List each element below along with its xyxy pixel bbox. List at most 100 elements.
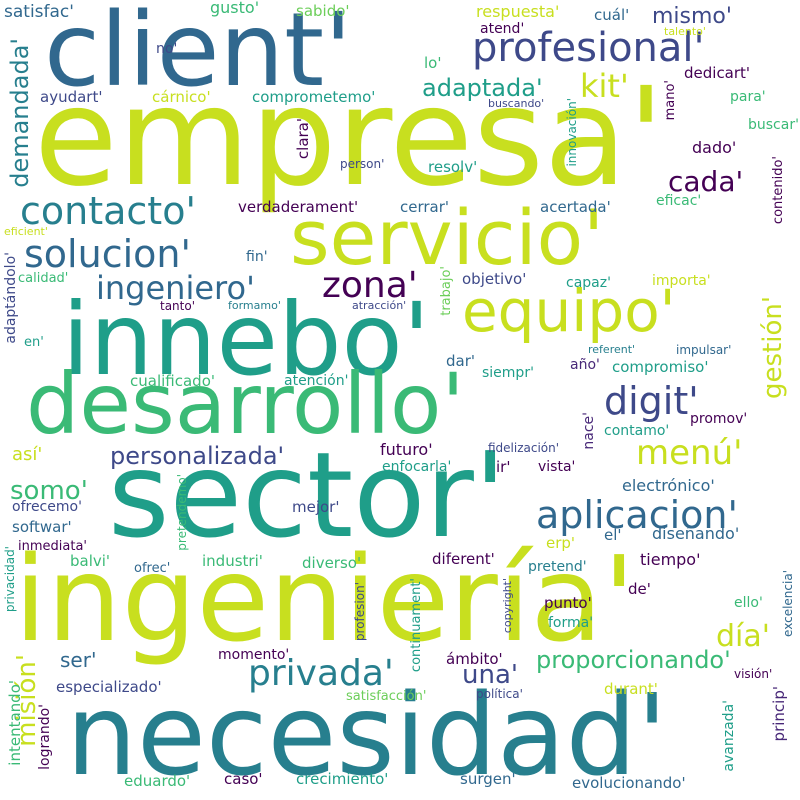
word-tanto: tanto' [160, 299, 196, 313]
word-diferent: diferent' [432, 550, 495, 568]
word-excelencia: excelencia' [781, 570, 795, 637]
word-promov: promov' [690, 411, 748, 427]
word-diverso: diverso' [302, 554, 362, 572]
word-nace: nace' [581, 412, 597, 450]
word-caso: caso' [224, 770, 263, 788]
word-kit: kit' [580, 67, 629, 105]
word-contenido: contenido' [771, 156, 786, 225]
word-client: client' [44, 0, 353, 110]
word-mejor: mejor' [292, 498, 340, 516]
word-desarrollo: desarrollo' [26, 355, 465, 453]
word-personalizada: personalizada' [110, 442, 285, 470]
word-resolv: resolv' [428, 158, 478, 176]
word-importa: importa' [652, 273, 711, 289]
word-person: person' [340, 157, 385, 171]
word-para: para' [730, 89, 766, 105]
word-ser: ser' [60, 648, 97, 672]
word-demandada: demandada' [6, 38, 34, 188]
word-sabido: sabido' [296, 2, 350, 20]
word-mano: mano' [663, 80, 678, 121]
word-especializado: especializado' [56, 678, 162, 696]
word-balvi: balvi' [70, 552, 111, 570]
word-empresa: empresa' [34, 59, 665, 217]
word-gestion: gestión' [758, 296, 788, 399]
word-vista: vista' [538, 459, 576, 475]
word-una: una' [462, 660, 519, 690]
word-crecimiento: crecimiento' [296, 770, 389, 788]
word-calidad: calidad' [18, 271, 69, 286]
word-momento: momento' [218, 647, 290, 663]
word-dar: dar' [446, 352, 476, 370]
word-forma: forma' [548, 615, 594, 631]
word-servicio: servicio' [290, 193, 604, 282]
word-privada: privada' [248, 653, 394, 694]
word-politica: política' [476, 687, 523, 701]
word-comprometemo: comprometemo' [252, 88, 376, 106]
word-objetivo: objetivo' [462, 270, 527, 288]
word-punto: punto' [544, 594, 592, 612]
word-atencion: atención' [284, 373, 349, 389]
word-avanzada: avanzada' [721, 700, 737, 772]
word-eficac: eficac' [656, 193, 702, 209]
word-aplicacion: aplicacion' [536, 493, 738, 537]
word-logrando: logrando' [37, 704, 53, 770]
word-eficient: eficient' [4, 225, 48, 238]
word-referent: referent' [588, 343, 636, 356]
word-contacto: contacto' [20, 189, 196, 233]
word-eduardo: eduardo' [124, 772, 191, 790]
word-disenando: diseñando' [652, 524, 740, 543]
word-ir: ir' [496, 458, 511, 476]
word-cualificado: cualificado' [130, 372, 215, 390]
word-vision: visión' [734, 667, 773, 681]
word-industri: industri' [202, 552, 263, 570]
word-intentando: intentando' [6, 680, 24, 766]
word-zona: zona' [322, 265, 418, 306]
word-solucion: solucion' [24, 232, 191, 276]
word-tiempo: tiempo' [640, 550, 701, 569]
word-surgen: surgen' [460, 770, 516, 788]
word-dado: dado' [692, 138, 737, 157]
word-verdaderament: verdaderament' [238, 198, 359, 216]
word-siempr: siempr' [482, 365, 534, 381]
word-menu: menú' [636, 433, 743, 473]
word-inmediata: inmediata' [18, 539, 87, 554]
word-buscando: buscando' [488, 97, 545, 110]
word-privacidad: privacidad' [3, 546, 17, 613]
word-ambito: ámbito' [446, 650, 503, 668]
word-somo: somo' [10, 476, 88, 506]
word-cada: cada' [668, 165, 744, 198]
word-adaptandolo: adaptándolo' [3, 252, 19, 344]
word-el: el' [604, 526, 622, 544]
word-acertada: acertada' [540, 198, 611, 216]
word-enfocarla: enfocarla' [382, 459, 452, 475]
word-princip: princip' [770, 686, 788, 742]
word-talento: talento' [664, 25, 706, 38]
word-adaptada: adaptada' [422, 74, 543, 102]
word-en: en' [24, 335, 44, 350]
word-fin: fin' [246, 249, 268, 265]
word-softwar: softwar' [12, 518, 72, 536]
word-dia: día' [716, 619, 771, 654]
word-copyright: copyright' [501, 578, 514, 634]
word-ingenieria: ingeniería' [14, 530, 636, 668]
word-de: de' [628, 580, 651, 598]
word-digit: digit' [604, 379, 699, 423]
word-cual: cuál' [594, 6, 630, 24]
word-dedicart: dedicart' [684, 64, 751, 82]
word-carnico: cárnico' [152, 88, 211, 106]
word-innebo: innebo' [62, 281, 431, 398]
word-profesional: profesional' [472, 25, 705, 71]
word-ayudart: ayudart' [40, 88, 103, 106]
word-mismo: mismo' [652, 4, 732, 29]
word-erp: erp' [546, 534, 576, 552]
word-capaz: capaz' [566, 275, 611, 291]
word-ano: año' [570, 357, 600, 373]
word-cerrar: cerrar' [400, 198, 450, 216]
word-innovacion: innovación' [565, 98, 579, 167]
word-trabajo: trabajo' [439, 266, 454, 316]
word-asi: así' [12, 444, 43, 465]
word-atend: atend' [480, 21, 525, 37]
word-sector: sector' [108, 426, 507, 564]
word-lo: lo' [424, 54, 442, 72]
word-no: no' [156, 41, 178, 57]
